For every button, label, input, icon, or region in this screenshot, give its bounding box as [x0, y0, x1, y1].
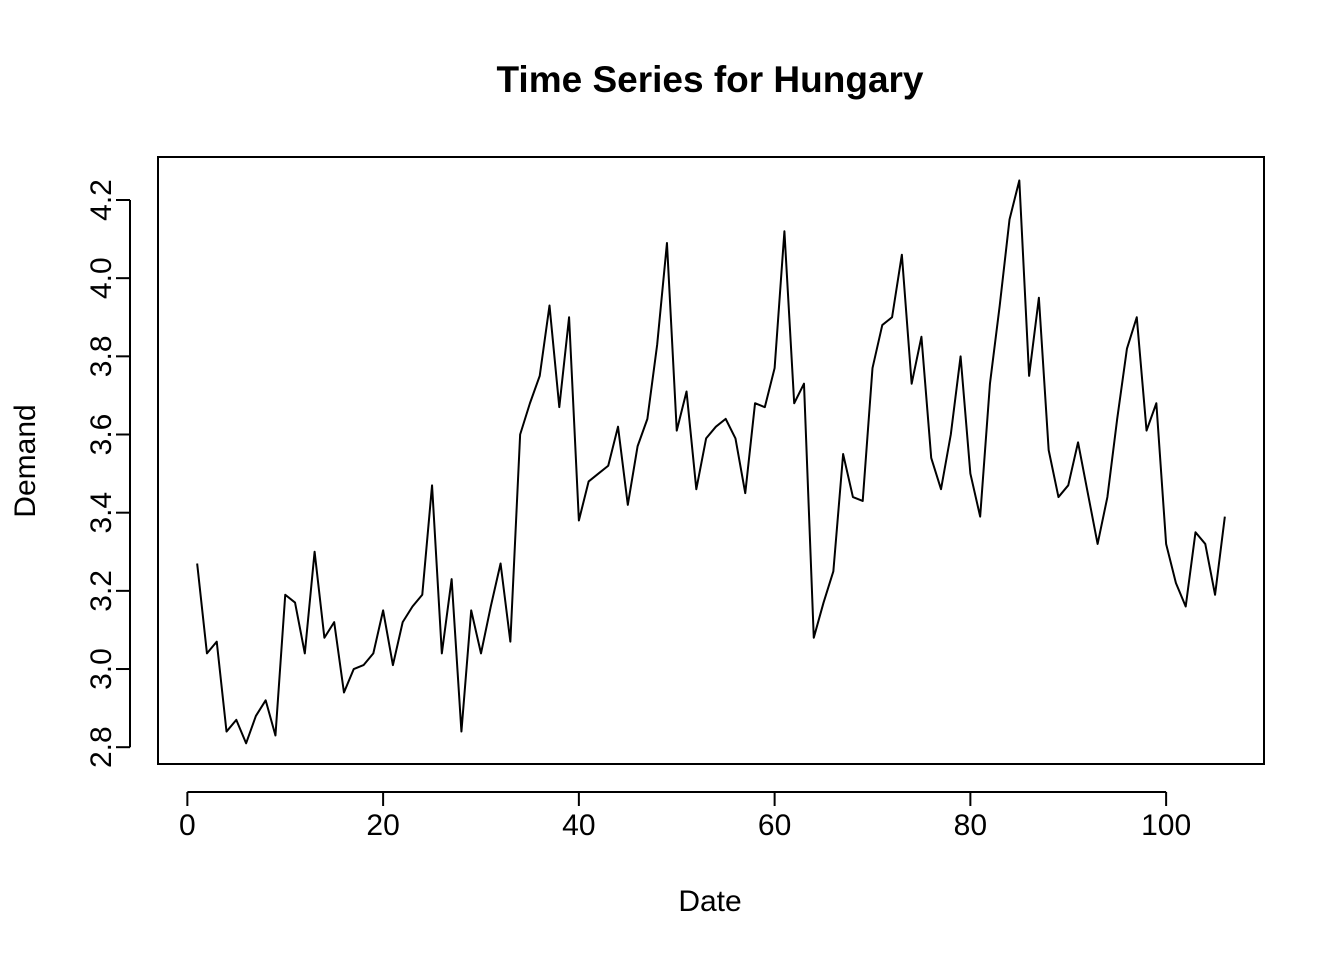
series-line	[196, 179, 1226, 745]
y-tick-label: 3.4	[85, 492, 118, 534]
y-axis: 2.8 3.0 3.2 3.4 3.6 3.8 4.0 4.2	[85, 179, 131, 768]
y-tick-label: 3.8	[85, 335, 118, 377]
y-tick-label: 3.0	[85, 648, 118, 690]
y-tick-label: 4.0	[85, 257, 118, 299]
x-tick-label: 0	[179, 809, 196, 842]
y-tick-label: 3.2	[85, 570, 118, 612]
x-tick-label: 100	[1141, 809, 1191, 842]
y-tick-label: 4.2	[85, 179, 118, 221]
y-axis-label: Demand	[9, 404, 42, 517]
y-tick-label: 3.6	[85, 414, 118, 456]
x-tick-label: 40	[562, 809, 595, 842]
y-tick-label: 2.8	[85, 726, 118, 768]
x-tick-label: 20	[366, 809, 399, 842]
series-group	[196, 179, 1226, 745]
chart-title: Time Series for Hungary	[496, 59, 923, 100]
x-tick-label: 60	[758, 809, 791, 842]
x-axis-label: Date	[678, 885, 741, 918]
x-tick-label: 80	[954, 809, 987, 842]
x-axis: 0 20 40 60 80 100	[179, 791, 1191, 842]
plot-frame	[157, 156, 1265, 765]
